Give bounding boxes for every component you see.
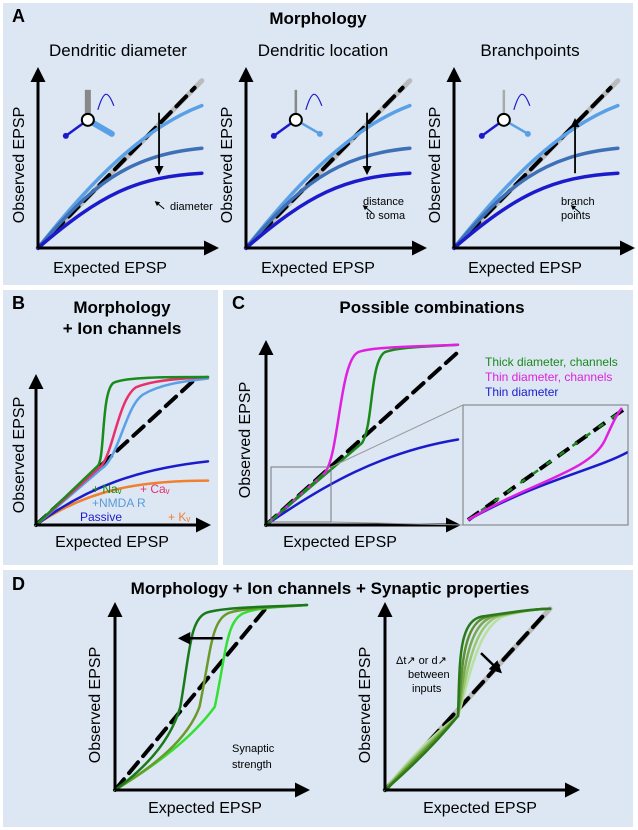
annotation: between: [408, 669, 450, 681]
icon: [270, 132, 277, 139]
panel-title: Morphology: [73, 298, 171, 317]
curve: [264, 438, 460, 527]
curve: [34, 375, 210, 527]
panel-letter: A: [12, 6, 25, 26]
icon: [316, 130, 323, 137]
icon: [288, 112, 303, 127]
icon: [108, 130, 115, 137]
icon: [97, 93, 115, 111]
curve: [36, 146, 204, 250]
icon: [62, 132, 69, 139]
curve: [34, 460, 210, 527]
legend-entry: Thin diameter, channels: [485, 370, 612, 384]
x-axis-label: Expected EPSP: [261, 260, 375, 277]
y-axis-label: Observed EPSP: [219, 107, 236, 224]
panel-letter: C: [232, 293, 245, 313]
curve: [36, 171, 204, 250]
zoom-line: [330, 521, 464, 526]
curve: [34, 377, 210, 527]
x-axis-label: Expected EPSP: [53, 260, 167, 277]
panel-title: Morphology: [269, 9, 367, 28]
inset-curve: [467, 407, 623, 522]
panel-bg: [3, 290, 218, 565]
panel-bg: [3, 3, 633, 285]
icon: [305, 93, 323, 111]
annotation: distance: [363, 196, 404, 208]
curve: [452, 146, 620, 250]
legend-entry: + Kᵥ: [168, 510, 190, 524]
x-axis-label: Expected EPSP: [148, 800, 262, 817]
x-axis-label: Expected EPSP: [55, 534, 169, 551]
legend-entry: + Naᵥ: [92, 482, 122, 496]
legend-entry: Thin diameter: [485, 385, 558, 399]
annotation: Δt↗ or d↗: [396, 655, 447, 667]
icon: [513, 93, 531, 111]
legend-entry: Passive: [80, 510, 122, 524]
icon: [496, 112, 511, 127]
zoom-line: [330, 404, 464, 468]
annotation: branch: [561, 196, 595, 208]
curve: [244, 171, 412, 250]
legend-entry: Thick diameter, channels: [485, 355, 618, 369]
curve: [244, 146, 412, 250]
curve: [264, 343, 460, 527]
panel-letter: D: [12, 574, 25, 594]
x-axis-label: Expected EPSP: [423, 800, 537, 817]
arrow: [570, 205, 581, 214]
curve: [113, 603, 271, 792]
y-axis-label: Observed EPSP: [357, 647, 374, 764]
curve: [383, 610, 549, 792]
subplot-title: Branchpoints: [480, 41, 579, 60]
panel-title: + Ion channels: [63, 319, 182, 338]
x-axis-label: Expected EPSP: [468, 260, 582, 277]
annotation: inputs: [412, 683, 442, 695]
panel-title: Possible combinations: [339, 298, 524, 317]
legend-entry: + Caᵥ: [140, 482, 170, 496]
icon: [80, 112, 95, 127]
y-axis-label: Observed EPSP: [11, 107, 28, 224]
icon: [478, 132, 485, 139]
subplot-title: Dendritic location: [258, 41, 388, 60]
annotation: points: [561, 210, 591, 222]
panel-title: Morphology + Ion channels + Synaptic pro…: [131, 579, 530, 598]
curve: [113, 603, 309, 792]
annotation: diameter: [170, 201, 213, 213]
arrow: [154, 201, 165, 210]
panel-letter: B: [12, 293, 25, 313]
annotation: Synaptic: [232, 743, 275, 755]
subplot-title: Dendritic diameter: [49, 41, 187, 60]
inset-box: [462, 404, 629, 526]
curve: [452, 171, 620, 250]
inset-curve: [466, 408, 625, 522]
arrow: [480, 652, 503, 674]
curve: [264, 472, 325, 527]
annotation: strength: [232, 759, 272, 771]
panel-bg: [223, 290, 633, 565]
x-axis-label: Expected EPSP: [283, 534, 397, 551]
arrow: [362, 205, 373, 214]
y-axis-label: Observed EPSP: [237, 382, 254, 499]
y-axis-label: Observed EPSP: [427, 107, 444, 224]
curve: [383, 607, 552, 792]
y-axis-label: Observed EPSP: [87, 647, 104, 764]
y-axis-label: Observed EPSP: [11, 397, 28, 514]
icon: [524, 130, 531, 137]
zoom-box: [270, 466, 332, 523]
legend-entry: +NMDA R: [92, 496, 146, 510]
annotation: to soma: [366, 210, 406, 222]
curve: [34, 375, 210, 527]
